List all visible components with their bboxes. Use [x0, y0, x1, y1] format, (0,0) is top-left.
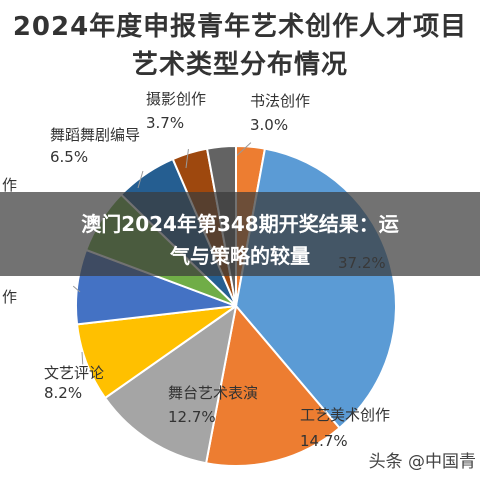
slice-label-6: 作	[2, 176, 17, 194]
pie-slice-3	[103, 303, 238, 465]
slice-label-0: 书法创作	[250, 92, 310, 110]
slice-value-8: 3.7%	[146, 114, 184, 132]
slice-label-2: 工艺美术创作	[300, 406, 390, 424]
headline-line-1: 澳门2024年第348期开奖结果：运	[81, 212, 399, 236]
slice-label-5: 作	[2, 288, 17, 306]
leader-line-5	[72, 285, 81, 293]
headline-line-2: 气与策略的较量	[170, 244, 310, 268]
watermark: 头条 @中国青	[366, 447, 478, 472]
slice-value-3: 12.7%	[168, 408, 216, 426]
slice-value-4: 8.2%	[44, 384, 82, 402]
slice-value-0: 3.0%	[250, 116, 288, 134]
headline-banner	[0, 192, 480, 276]
chart-title: 2024年度申报青年艺术创作人才项目	[12, 12, 468, 42]
slice-value-7: 6.5%	[50, 148, 88, 166]
leader-line-7	[137, 170, 144, 189]
slice-label-8: 摄影创作	[146, 90, 206, 108]
slice-label-4: 文艺评论	[44, 364, 104, 382]
slice-value-2: 14.7%	[300, 432, 348, 450]
pie-slice-2	[204, 303, 341, 467]
slice-label-3: 舞台艺术表演	[168, 384, 258, 402]
leader-line-4	[81, 351, 84, 365]
slice-label-7: 舞蹈舞剧编导	[50, 126, 140, 144]
leader-line-8	[185, 148, 189, 169]
chart-subtitle: 艺术类型分布情况	[131, 50, 348, 80]
